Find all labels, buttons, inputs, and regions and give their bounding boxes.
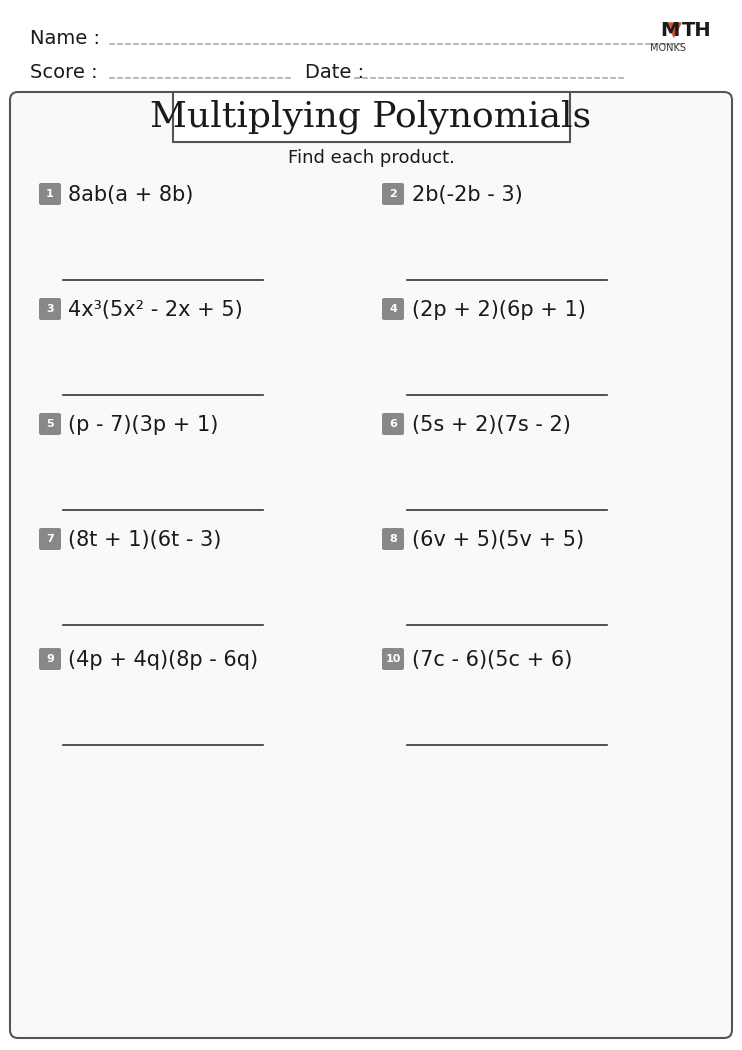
FancyBboxPatch shape xyxy=(382,528,404,550)
Text: 4x³(5x² - 2x + 5): 4x³(5x² - 2x + 5) xyxy=(68,300,243,320)
Text: 9: 9 xyxy=(46,654,54,664)
FancyBboxPatch shape xyxy=(39,413,61,435)
Text: 6: 6 xyxy=(389,419,397,429)
FancyBboxPatch shape xyxy=(382,648,404,670)
Text: M: M xyxy=(660,21,680,40)
Text: 4: 4 xyxy=(389,304,397,314)
Text: 8ab(a + 8b): 8ab(a + 8b) xyxy=(68,185,194,205)
Text: 7: 7 xyxy=(46,534,54,544)
FancyBboxPatch shape xyxy=(10,92,732,1038)
Text: 5: 5 xyxy=(46,419,54,429)
Polygon shape xyxy=(667,23,681,37)
Text: (4p + 4q)(8p - 6q): (4p + 4q)(8p - 6q) xyxy=(68,650,258,670)
Text: Name :: Name : xyxy=(30,28,100,47)
Text: Find each product.: Find each product. xyxy=(288,149,454,167)
Text: Date :: Date : xyxy=(305,63,364,82)
Text: 3: 3 xyxy=(46,304,54,314)
Text: MONKS: MONKS xyxy=(650,43,686,53)
Text: Score :: Score : xyxy=(30,63,98,82)
Text: (5s + 2)(7s - 2): (5s + 2)(7s - 2) xyxy=(412,415,571,435)
FancyBboxPatch shape xyxy=(382,413,404,435)
Text: 10: 10 xyxy=(385,654,401,664)
Text: (7c - 6)(5c + 6): (7c - 6)(5c + 6) xyxy=(412,650,572,670)
Text: TH: TH xyxy=(682,21,712,40)
FancyBboxPatch shape xyxy=(39,298,61,320)
Text: (6v + 5)(5v + 5): (6v + 5)(5v + 5) xyxy=(412,530,584,550)
Text: 1: 1 xyxy=(46,189,54,200)
FancyBboxPatch shape xyxy=(39,183,61,205)
Text: 8: 8 xyxy=(389,534,397,544)
FancyBboxPatch shape xyxy=(382,298,404,320)
FancyBboxPatch shape xyxy=(173,92,570,142)
FancyBboxPatch shape xyxy=(39,528,61,550)
Text: 2b(-2b - 3): 2b(-2b - 3) xyxy=(412,185,523,205)
Text: (2p + 2)(6p + 1): (2p + 2)(6p + 1) xyxy=(412,300,586,320)
Text: Multiplying Polynomials: Multiplying Polynomials xyxy=(151,100,591,134)
Text: (p - 7)(3p + 1): (p - 7)(3p + 1) xyxy=(68,415,218,435)
FancyBboxPatch shape xyxy=(382,183,404,205)
Text: (8t + 1)(6t - 3): (8t + 1)(6t - 3) xyxy=(68,530,221,550)
Text: 2: 2 xyxy=(389,189,397,200)
FancyBboxPatch shape xyxy=(39,648,61,670)
